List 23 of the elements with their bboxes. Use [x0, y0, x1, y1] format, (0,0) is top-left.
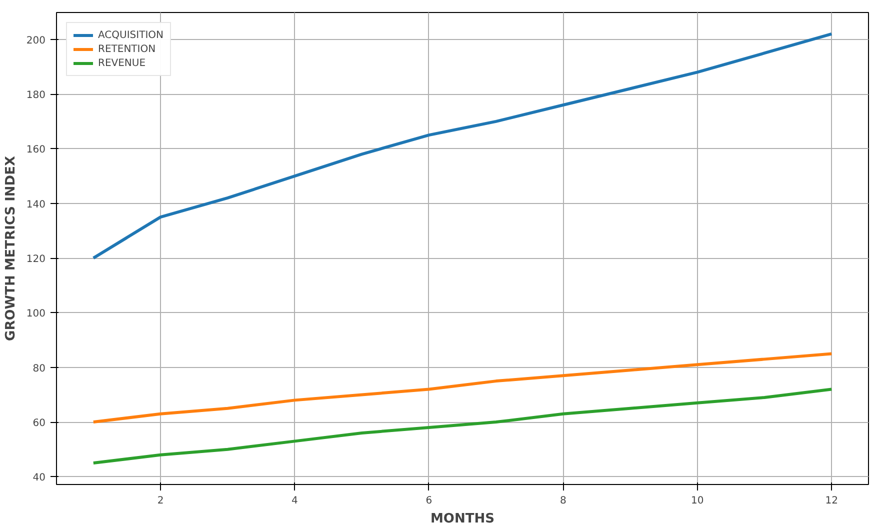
- x-tick-label: 12: [825, 496, 838, 506]
- legend-label: RETENTION: [98, 43, 156, 55]
- line-series: [92, 32, 834, 260]
- y-tick-label: 100: [26, 308, 46, 320]
- x-tick-label: 2: [157, 496, 164, 506]
- y-tick-label: 60: [32, 418, 46, 430]
- legend-label: REVENUE: [98, 57, 146, 69]
- x-tick-label: 6: [426, 496, 432, 506]
- y-tick-label: 80: [32, 363, 46, 374]
- line-series: [92, 352, 834, 424]
- line-series: [92, 388, 834, 465]
- x-tick-label: 4: [292, 496, 298, 506]
- x-tick-label: 8: [560, 496, 566, 506]
- y-tick-label: 120: [26, 254, 46, 266]
- x-axis-title: MONTHS: [430, 512, 494, 526]
- y-tick-label: 160: [26, 144, 46, 156]
- legend-label: ACQUISITION: [98, 29, 164, 41]
- x-tick-label: 10: [691, 496, 704, 506]
- y-tick-label: 200: [26, 35, 46, 46]
- y-tick-label: 140: [26, 199, 46, 210]
- y-tick-label: 40: [32, 472, 46, 484]
- y-tick-label: 180: [26, 90, 46, 102]
- y-axis-title: GROWTH METRICS INDEX: [3, 156, 18, 341]
